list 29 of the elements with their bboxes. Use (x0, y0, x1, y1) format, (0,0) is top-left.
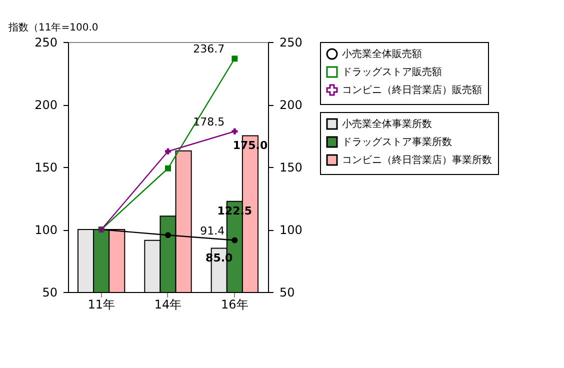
y2-tick-label: 100 (280, 223, 302, 237)
y-tick-label: 50 (42, 286, 58, 300)
y-tick-label: 200 (34, 98, 58, 112)
y2-tick-label: 150 (280, 160, 302, 174)
x-tick-label: 14年 (154, 298, 182, 312)
point (232, 56, 238, 62)
y-tick-label: 150 (34, 160, 58, 174)
x-tick-label: 16年 (221, 298, 248, 312)
legend-label: 小売業全体事業所数 (342, 118, 432, 130)
data-label: 91.4 (200, 224, 225, 238)
y-tick-label: 100 (34, 223, 58, 237)
legend-label: コンビニ（終日営業店）販売額 (342, 84, 482, 96)
data-label: 122.5 (217, 204, 252, 218)
legend-label: コンビニ（終日営業店）事業所数 (342, 154, 492, 166)
point (232, 237, 238, 244)
point (232, 128, 238, 134)
legend-label: ドラッグストア販売額 (342, 66, 442, 78)
data-label: 236.7 (193, 42, 225, 56)
legend-label: ドラッグストア事業所数 (342, 136, 452, 148)
y-axis-title: 指数（11年=100.0 (8, 22, 98, 34)
y2-tick-label: 50 (280, 286, 295, 300)
point (165, 148, 171, 154)
x-tick-label: 11年 (88, 298, 115, 312)
legend-label: 小売業全体販売額 (342, 48, 422, 60)
point (165, 232, 171, 238)
y2-tick-label: 200 (280, 98, 302, 112)
y-tick-label: 250 (34, 36, 58, 50)
point (165, 165, 171, 172)
y2-tick-label: 250 (280, 36, 302, 50)
